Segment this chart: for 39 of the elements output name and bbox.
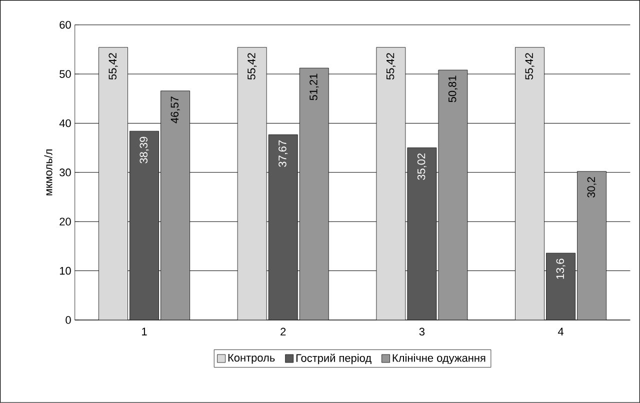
y-tick-label: 20 xyxy=(60,218,71,226)
y-tick-label: 30 xyxy=(60,168,71,176)
bar xyxy=(98,47,128,320)
data-label: 37,67 xyxy=(278,140,288,167)
y-tick-label: 40 xyxy=(59,119,71,128)
bar xyxy=(515,47,544,320)
bar xyxy=(577,171,607,320)
bar xyxy=(268,134,298,320)
data-label: 55,42 xyxy=(248,53,257,80)
bar xyxy=(299,68,329,320)
x-tick-label: 4 xyxy=(558,328,564,336)
data-label: 35,02 xyxy=(417,154,426,180)
legend-label: Клінічне одужання xyxy=(392,354,486,364)
data-label: 30,2 xyxy=(587,177,596,198)
x-tick-label: 1 xyxy=(142,328,147,336)
bar xyxy=(407,148,437,320)
data-label: 55,42 xyxy=(386,53,396,80)
data-label: 50,81 xyxy=(448,76,458,102)
y-tick-label: 0 xyxy=(66,316,71,324)
bar xyxy=(376,47,406,320)
data-label: 38,39 xyxy=(140,136,149,164)
data-label: 13,6 xyxy=(556,258,566,279)
bar xyxy=(130,131,159,320)
legend-label: Гострий період xyxy=(296,354,372,364)
data-label: 46,57 xyxy=(170,96,180,124)
bar xyxy=(546,252,576,320)
x-tick-label: 3 xyxy=(419,328,425,336)
x-tick-label: 2 xyxy=(280,328,286,336)
legend-label: Контроль xyxy=(228,354,275,364)
bar xyxy=(237,47,267,320)
data-label: 55,42 xyxy=(525,53,534,80)
y-axis-title: мкмоль/л xyxy=(44,150,52,196)
bar xyxy=(160,90,190,320)
y-tick-label: 50 xyxy=(60,70,71,78)
bar xyxy=(438,70,468,320)
data-label: 51,21 xyxy=(310,74,319,100)
y-tick-label: 60 xyxy=(60,21,71,29)
data-label: 55,42 xyxy=(108,53,118,80)
y-tick-label: 10 xyxy=(60,267,71,275)
